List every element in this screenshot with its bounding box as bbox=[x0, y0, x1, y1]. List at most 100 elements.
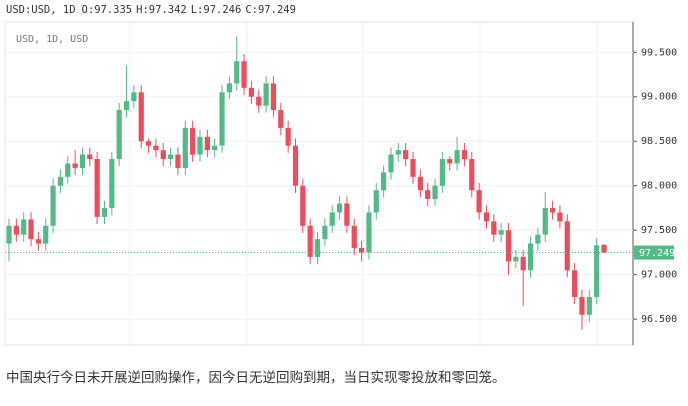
candle-body bbox=[79, 154, 86, 168]
y-tick-label: 98.500 bbox=[641, 136, 677, 147]
candle-body bbox=[483, 212, 490, 222]
candle-body bbox=[234, 61, 240, 84]
candle-body bbox=[138, 92, 144, 142]
candle-body bbox=[101, 207, 108, 217]
candle-body bbox=[278, 110, 284, 128]
vertical-grid bbox=[129, 22, 598, 345]
candle-body bbox=[491, 221, 497, 235]
symbol: USD:USD, 1D bbox=[6, 4, 76, 16]
y-tick-label: 96.500 bbox=[641, 314, 677, 325]
candle-body bbox=[439, 159, 445, 186]
candle-body bbox=[292, 145, 299, 186]
ohlc-label: O: bbox=[82, 4, 95, 16]
candle-body bbox=[594, 245, 600, 297]
candle-body bbox=[50, 185, 56, 226]
ohlc-value: 97.246 bbox=[203, 4, 241, 16]
candle-body bbox=[425, 190, 431, 200]
candle-body bbox=[256, 96, 262, 106]
candle-body bbox=[469, 159, 475, 191]
candle-body bbox=[300, 185, 306, 226]
candle-body bbox=[476, 190, 482, 213]
candle-body bbox=[505, 230, 512, 262]
candle-body bbox=[248, 87, 255, 97]
candle-body bbox=[410, 159, 416, 177]
candle-body bbox=[28, 219, 34, 240]
candle-body bbox=[109, 159, 115, 208]
ohlc-value: 97.335 bbox=[94, 4, 132, 16]
candle-body bbox=[57, 176, 64, 186]
candle-body bbox=[65, 163, 71, 177]
candle-body bbox=[520, 256, 526, 271]
y-tick-label: 99.500 bbox=[641, 47, 677, 58]
candle-body bbox=[87, 154, 93, 160]
candle-body bbox=[549, 207, 556, 213]
candle-body bbox=[498, 230, 504, 235]
candle-body bbox=[145, 141, 152, 146]
candle-body bbox=[190, 127, 196, 155]
candle-body bbox=[131, 92, 137, 102]
candle-body bbox=[182, 127, 188, 168]
candle-body bbox=[72, 163, 78, 168]
candle-body bbox=[366, 212, 372, 253]
caption: 中国央行今日未开展逆回购操作，因今日无逆回购到期，当日实现零投放和零回笼。 bbox=[6, 369, 506, 386]
candle-body bbox=[116, 110, 122, 160]
candle-body bbox=[160, 150, 166, 160]
candle-body bbox=[204, 136, 210, 151]
y-tick-label: 98.000 bbox=[641, 181, 677, 192]
y-tick-label: 99.000 bbox=[641, 92, 677, 103]
candle-body bbox=[461, 150, 468, 160]
candle-body bbox=[123, 101, 130, 111]
candle-body bbox=[270, 83, 277, 111]
candle-body bbox=[285, 127, 291, 146]
candle-body bbox=[535, 234, 541, 244]
candle-body bbox=[94, 159, 100, 217]
candle-body bbox=[381, 172, 387, 191]
candle-body bbox=[447, 159, 453, 164]
candle-body bbox=[395, 150, 401, 155]
ohlc-label: H: bbox=[136, 4, 149, 16]
candle-body bbox=[601, 244, 607, 253]
candle-body bbox=[454, 150, 460, 164]
last-price-label: 97.249 bbox=[639, 248, 675, 259]
candle-body bbox=[263, 83, 269, 106]
candle-body bbox=[417, 176, 423, 191]
y-tick-label: 97.000 bbox=[641, 270, 677, 281]
ohlc-value: 97.342 bbox=[149, 4, 187, 16]
candle-body bbox=[13, 225, 19, 235]
candle-body bbox=[329, 212, 335, 226]
candle-body bbox=[351, 225, 357, 249]
header: USD:USD, 1D O:97.335 H:97.342 L:97.246 C:97.… bbox=[6, 4, 296, 16]
candle-body bbox=[403, 150, 409, 160]
ohlc-label: L: bbox=[191, 4, 204, 16]
candle-body bbox=[197, 136, 203, 155]
candle-body bbox=[175, 154, 181, 168]
candle-body bbox=[35, 239, 41, 244]
candle-body bbox=[336, 203, 343, 213]
candle-body bbox=[564, 221, 570, 271]
candle-body bbox=[212, 145, 218, 151]
candle-body bbox=[557, 212, 563, 222]
y-tick-label: 97.500 bbox=[641, 225, 677, 236]
candle-body bbox=[373, 190, 379, 213]
candle-body bbox=[344, 203, 350, 226]
candle-body bbox=[586, 296, 592, 315]
candle-body bbox=[219, 92, 225, 146]
last-price-box bbox=[634, 245, 674, 260]
candle-body bbox=[21, 219, 27, 235]
candle-body bbox=[307, 225, 313, 257]
ohlc-label: C: bbox=[245, 4, 258, 16]
candle-body bbox=[542, 207, 548, 235]
candle-body bbox=[579, 296, 585, 315]
candle-body bbox=[432, 185, 438, 200]
candle-body bbox=[226, 83, 232, 93]
series-legend: USD, 1D, USD bbox=[16, 34, 88, 45]
candle-body bbox=[572, 270, 578, 297]
candle-body bbox=[388, 154, 394, 173]
candle-body bbox=[6, 225, 12, 244]
candle-body bbox=[241, 61, 247, 88]
candle-body bbox=[43, 225, 49, 244]
candle-body bbox=[168, 154, 174, 160]
candle-body bbox=[314, 239, 321, 257]
